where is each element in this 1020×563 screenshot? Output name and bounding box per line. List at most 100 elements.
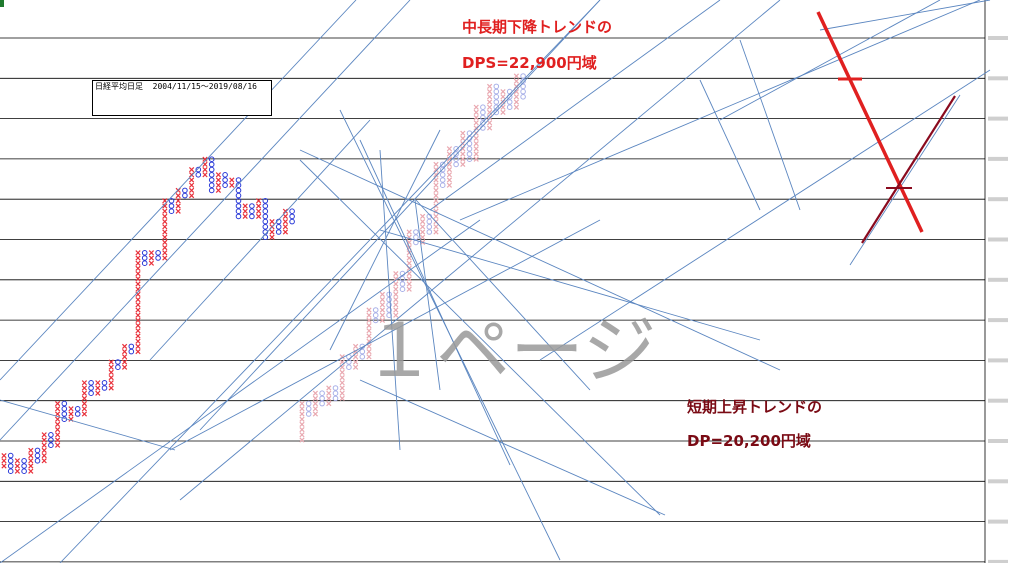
y-tick-mark [988,36,1008,40]
trendline [0,219,481,563]
pf-x-mark [175,203,181,209]
pf-x-mark [326,395,332,402]
corner-mark [0,0,4,7]
pf-o-mark [88,385,94,391]
pf-o-mark [222,177,228,183]
pf-x-mark [242,203,248,209]
pf-x-mark [406,260,412,266]
pf-o-mark [155,255,161,261]
pf-o-mark [61,406,68,412]
pf-x-mark [188,177,195,183]
pf-x-mark [486,88,493,95]
pf-x-mark [162,255,168,261]
pf-o-mark [88,380,94,386]
pf-x-mark [393,312,399,318]
pf-o-mark [493,83,500,90]
pf-o-mark [386,302,392,308]
trendline [169,219,601,451]
pf-x-mark [352,359,359,365]
pf-o-mark [493,104,500,110]
pf-x-mark [366,312,372,318]
pf-x-mark [135,255,141,261]
trendline [414,199,441,391]
pf-o-mark [520,78,526,84]
trendline [59,0,601,563]
pf-x-mark [162,203,168,209]
pf-x-mark [299,426,305,433]
pf-x-mark [229,182,235,188]
pf-x-mark [135,343,141,350]
pf-o-mark [235,187,242,194]
chart-grid [0,0,986,563]
pf-x-mark [473,114,479,121]
pf-x-mark [366,348,372,355]
pf-x-mark [135,307,141,313]
trendlines [0,0,991,563]
pf-x-mark [312,406,319,412]
pf-o-mark [332,395,339,402]
pf-columns [1,73,526,475]
pf-x-mark [242,213,248,220]
pf-x-mark [500,88,506,95]
pf-x-mark [326,385,332,391]
pf-x-mark [393,302,399,308]
trendline [719,0,941,121]
pf-x-mark [121,343,128,350]
pf-o-mark [413,234,419,240]
pf-x-mark [460,130,466,136]
pf-o-mark [168,198,175,204]
pf-x-mark [299,421,305,428]
pf-x-mark [215,182,222,188]
pf-o-mark [141,260,148,267]
pf-o-mark [182,192,188,199]
pf-o-mark [372,317,379,324]
pf-x-mark [1,463,7,469]
pf-x-mark [135,276,141,282]
pf-o-mark [466,156,473,162]
pf-o-mark [480,109,486,116]
pf-o-mark [346,364,352,371]
pf-x-mark [135,322,141,329]
pf-x-mark [352,343,359,350]
pf-x-mark [366,328,372,334]
pf-x-mark [282,218,289,225]
pf-o-mark [155,250,161,256]
pf-x-mark [486,104,493,110]
pf-o-mark [222,182,228,188]
pf-x-mark [41,437,47,443]
trendline [379,229,761,341]
pf-x-mark [406,281,412,287]
pf-o-mark [319,395,325,402]
pf-o-mark [506,99,513,105]
pf-x-mark [14,468,21,474]
pf-o-mark [426,218,433,225]
pf-x-mark [54,432,61,438]
trendline [0,399,176,451]
pf-o-mark [453,156,459,162]
pf-x-mark [269,218,275,225]
pf-x-mark [175,208,181,214]
y-tick-mark [988,439,1008,443]
pf-x-mark [68,406,74,412]
short-trend-target: DP=20,200円域 [687,432,811,450]
trendline [299,159,661,516]
pf-x-mark [419,213,426,220]
pf-o-mark [262,198,269,204]
pf-o-mark [275,224,282,230]
pf-x-mark [162,224,168,230]
pf-o-mark [305,400,312,407]
pf-x-mark [135,333,141,339]
pf-x-mark [379,296,386,303]
pf-x-mark [54,437,61,443]
pf-x-mark [108,359,114,365]
pf-x-mark [188,182,195,188]
info-box-title: 日経平均日足 [95,82,143,91]
pf-o-mark [34,447,41,454]
pf-o-mark [520,88,526,95]
pf-o-mark [493,109,500,116]
pf-x-mark [393,307,399,313]
trendline [415,199,591,391]
trendline [849,94,961,266]
pf-x-mark [446,172,453,178]
pf-o-mark [439,161,446,168]
